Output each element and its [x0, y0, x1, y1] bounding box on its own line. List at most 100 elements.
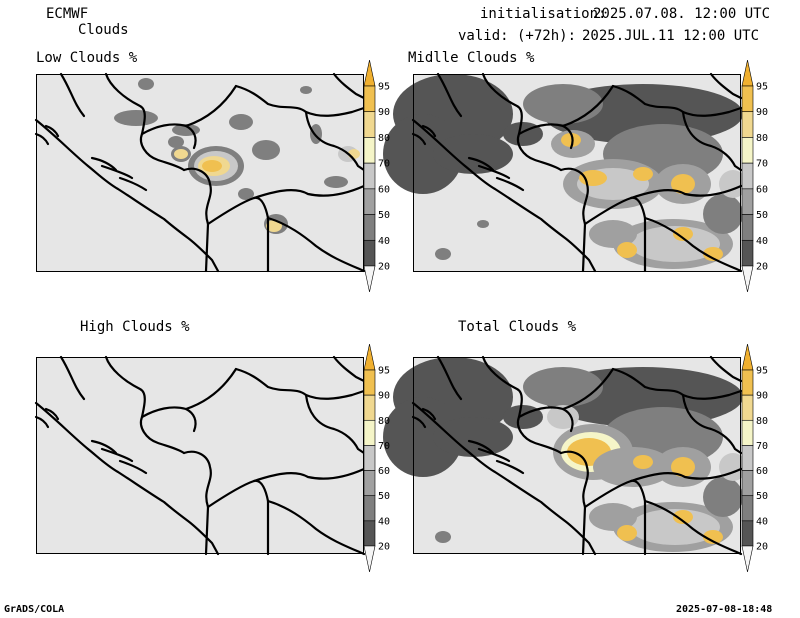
island-outline	[477, 164, 511, 180]
panel-title-low: Low Clouds %	[36, 50, 138, 66]
border-line	[709, 355, 743, 383]
cloud-fields-low	[36, 74, 364, 272]
colorbar-tick-label: 50	[756, 210, 768, 221]
initialisation-value: 2025.07.08. 12:00 UTC	[593, 6, 771, 22]
colorbar-band	[363, 188, 376, 215]
cloud-cell	[617, 242, 637, 258]
panel-title-total: Total Clouds %	[458, 319, 577, 335]
map-panel-high	[34, 355, 366, 556]
colorbar-band	[741, 394, 754, 421]
map-panel-middle	[383, 72, 747, 273]
map-background	[36, 357, 364, 554]
cloud-cell	[673, 227, 693, 241]
island-outline	[467, 439, 495, 455]
island-outline	[411, 132, 427, 146]
border-line	[629, 467, 743, 483]
colorbar-band	[741, 495, 754, 522]
colorbar-middle: 95 90 80 70 60 50 40 20	[741, 59, 768, 293]
island-outline	[118, 176, 148, 192]
colorbar-band	[741, 369, 754, 396]
colorbar-tick-label: 40	[378, 236, 390, 247]
border-line	[266, 499, 366, 556]
product-name: Clouds	[78, 22, 129, 38]
colorbar-tick-label: 95	[756, 82, 768, 93]
colorbar-tick-label: 20	[378, 262, 390, 273]
island-outline	[44, 124, 60, 138]
initialisation-label: initialisation:	[480, 6, 607, 22]
border-line	[34, 118, 220, 273]
border-line	[516, 132, 563, 172]
border-line	[611, 84, 743, 117]
colorbar-bottom-arrow	[741, 265, 754, 293]
border-line	[104, 355, 146, 419]
colorbar-band	[741, 137, 754, 164]
colorbar-tick-label: 80	[756, 416, 768, 427]
island-outline	[34, 415, 50, 429]
map-panel-low	[34, 72, 366, 273]
colorbar-tick-label: 50	[378, 210, 390, 221]
border-line	[411, 118, 597, 273]
island-outline	[34, 132, 50, 146]
colorbar-band	[363, 470, 376, 497]
colorbar-band	[363, 214, 376, 241]
border-line	[411, 401, 597, 556]
colorbar-band	[363, 137, 376, 164]
colorbar-band	[741, 85, 754, 113]
border-line	[252, 184, 366, 200]
border-line	[516, 415, 563, 455]
cloud-cell	[266, 220, 282, 232]
colorbar-tick-label: 20	[756, 262, 768, 273]
panel-title-high: High Clouds %	[80, 319, 190, 335]
cloud-cell	[523, 84, 603, 124]
island-outline	[90, 156, 118, 172]
country-borders	[411, 355, 743, 556]
cloud-cell	[703, 247, 723, 261]
colorbar-top-arrow	[741, 343, 754, 371]
border-line	[561, 84, 615, 128]
border-line	[481, 355, 523, 419]
colorbar-tick-label: 20	[756, 542, 768, 553]
cloud-cell	[579, 170, 607, 186]
cloud-cell	[561, 133, 581, 147]
cloud-cell	[229, 114, 253, 130]
colorbar-tick-label: 95	[378, 366, 390, 377]
panel-title-middle: Midlle Clouds %	[408, 50, 535, 66]
plot-timestamp: 2025-07-08-18:48	[676, 604, 773, 615]
colorbar-tick-label: 95	[378, 82, 390, 93]
border-line	[436, 355, 463, 401]
software-credit: GrADS/COLA	[4, 604, 65, 615]
colorbar-tick-label: 70	[756, 159, 768, 170]
colorbar-top-arrow	[363, 59, 376, 87]
colorbar-tick-label: 60	[756, 184, 768, 195]
island-outline	[421, 407, 437, 421]
cloud-cell	[477, 220, 489, 228]
border-line	[104, 72, 146, 136]
colorbar-band	[363, 445, 376, 471]
cloud-cell	[435, 531, 451, 543]
border-line	[611, 367, 743, 400]
colorbar-tick-label: 60	[378, 184, 390, 195]
cloud-cell	[671, 174, 695, 194]
cloud-cell	[703, 194, 743, 234]
border-line	[182, 167, 212, 273]
cloud-cell	[252, 140, 280, 160]
border-line	[234, 367, 366, 400]
colorbar-tick-label: 50	[756, 491, 768, 502]
cloud-fields-total	[383, 357, 747, 554]
cloud-cell	[703, 477, 743, 517]
border-line	[182, 450, 212, 556]
cloud-cell	[202, 160, 222, 172]
cloud-cell	[114, 110, 158, 126]
colorbar-top-arrow	[741, 59, 754, 87]
colorbar-band	[741, 239, 754, 267]
colorbar-band	[363, 394, 376, 421]
border-line	[234, 84, 366, 117]
colorbar-bottom-arrow	[363, 265, 376, 293]
colorbar-band	[741, 520, 754, 547]
cloud-cell	[589, 220, 637, 248]
colorbar-band	[363, 495, 376, 522]
valid-label: valid: (+72h):	[458, 28, 577, 44]
colorbar-band	[741, 419, 754, 446]
country-borders	[34, 72, 366, 273]
colorbar-total: 95 90 80 70 60 50 40 20	[741, 343, 768, 573]
